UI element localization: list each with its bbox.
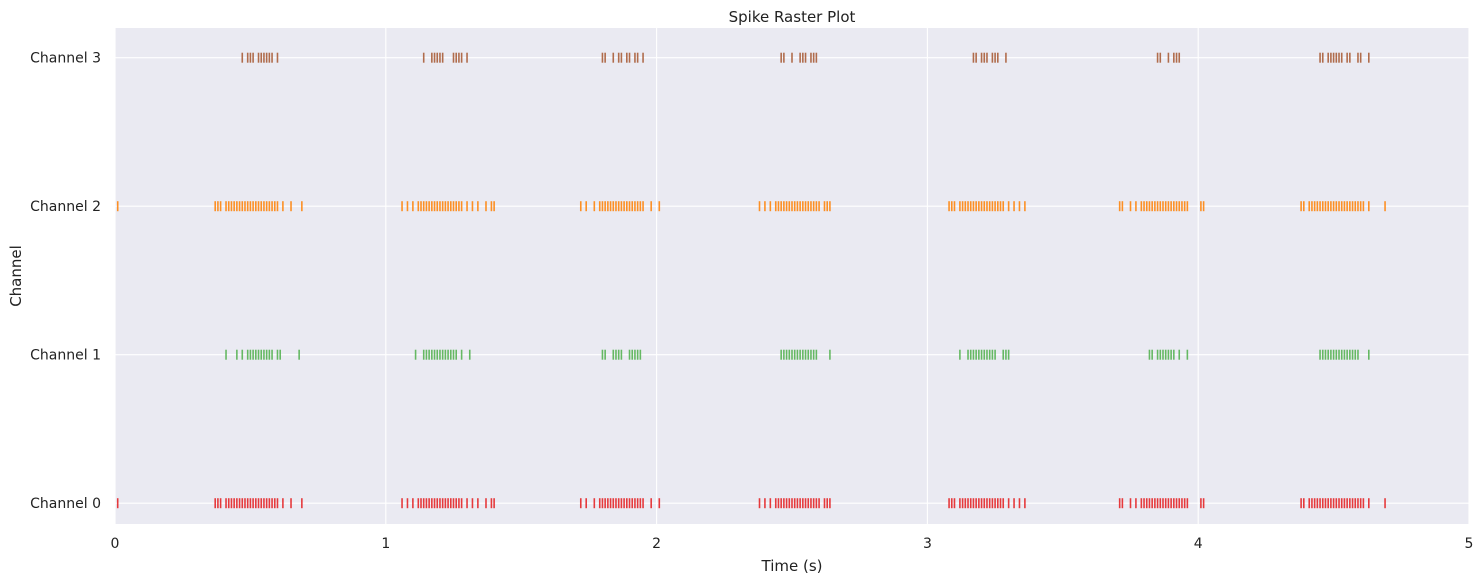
channel-2-spikes [116, 201, 1386, 212]
plot-area [115, 28, 1469, 524]
x-grid [114, 28, 1470, 524]
x-tick-label: 3 [923, 536, 932, 552]
x-tick-labels: 0 1 2 3 4 5 [111, 536, 1474, 552]
x-tick-label: 2 [652, 536, 661, 552]
x-axis-label: Time (s) [761, 557, 823, 575]
y-tick-label: Channel 2 [30, 199, 101, 215]
y-tick-label: Channel 3 [30, 51, 101, 67]
y-tick-label: Channel 1 [30, 348, 101, 364]
channel-0-spikes [116, 498, 1386, 509]
channel-3-spikes [241, 52, 1370, 63]
spike-marks [116, 52, 1386, 509]
chart-title: Spike Raster Plot [729, 8, 856, 26]
x-tick-label: 5 [1465, 536, 1474, 552]
x-tick-label: 4 [1194, 536, 1203, 552]
y-tick-labels: Channel 0 Channel 1 Channel 2 Channel 3 [30, 51, 101, 513]
x-tick-label: 1 [381, 536, 390, 552]
y-tick-label: Channel 0 [30, 496, 101, 512]
y-axis-label: Channel [7, 245, 25, 307]
channel-1-spikes [225, 349, 1370, 360]
x-tick-label: 0 [111, 536, 120, 552]
